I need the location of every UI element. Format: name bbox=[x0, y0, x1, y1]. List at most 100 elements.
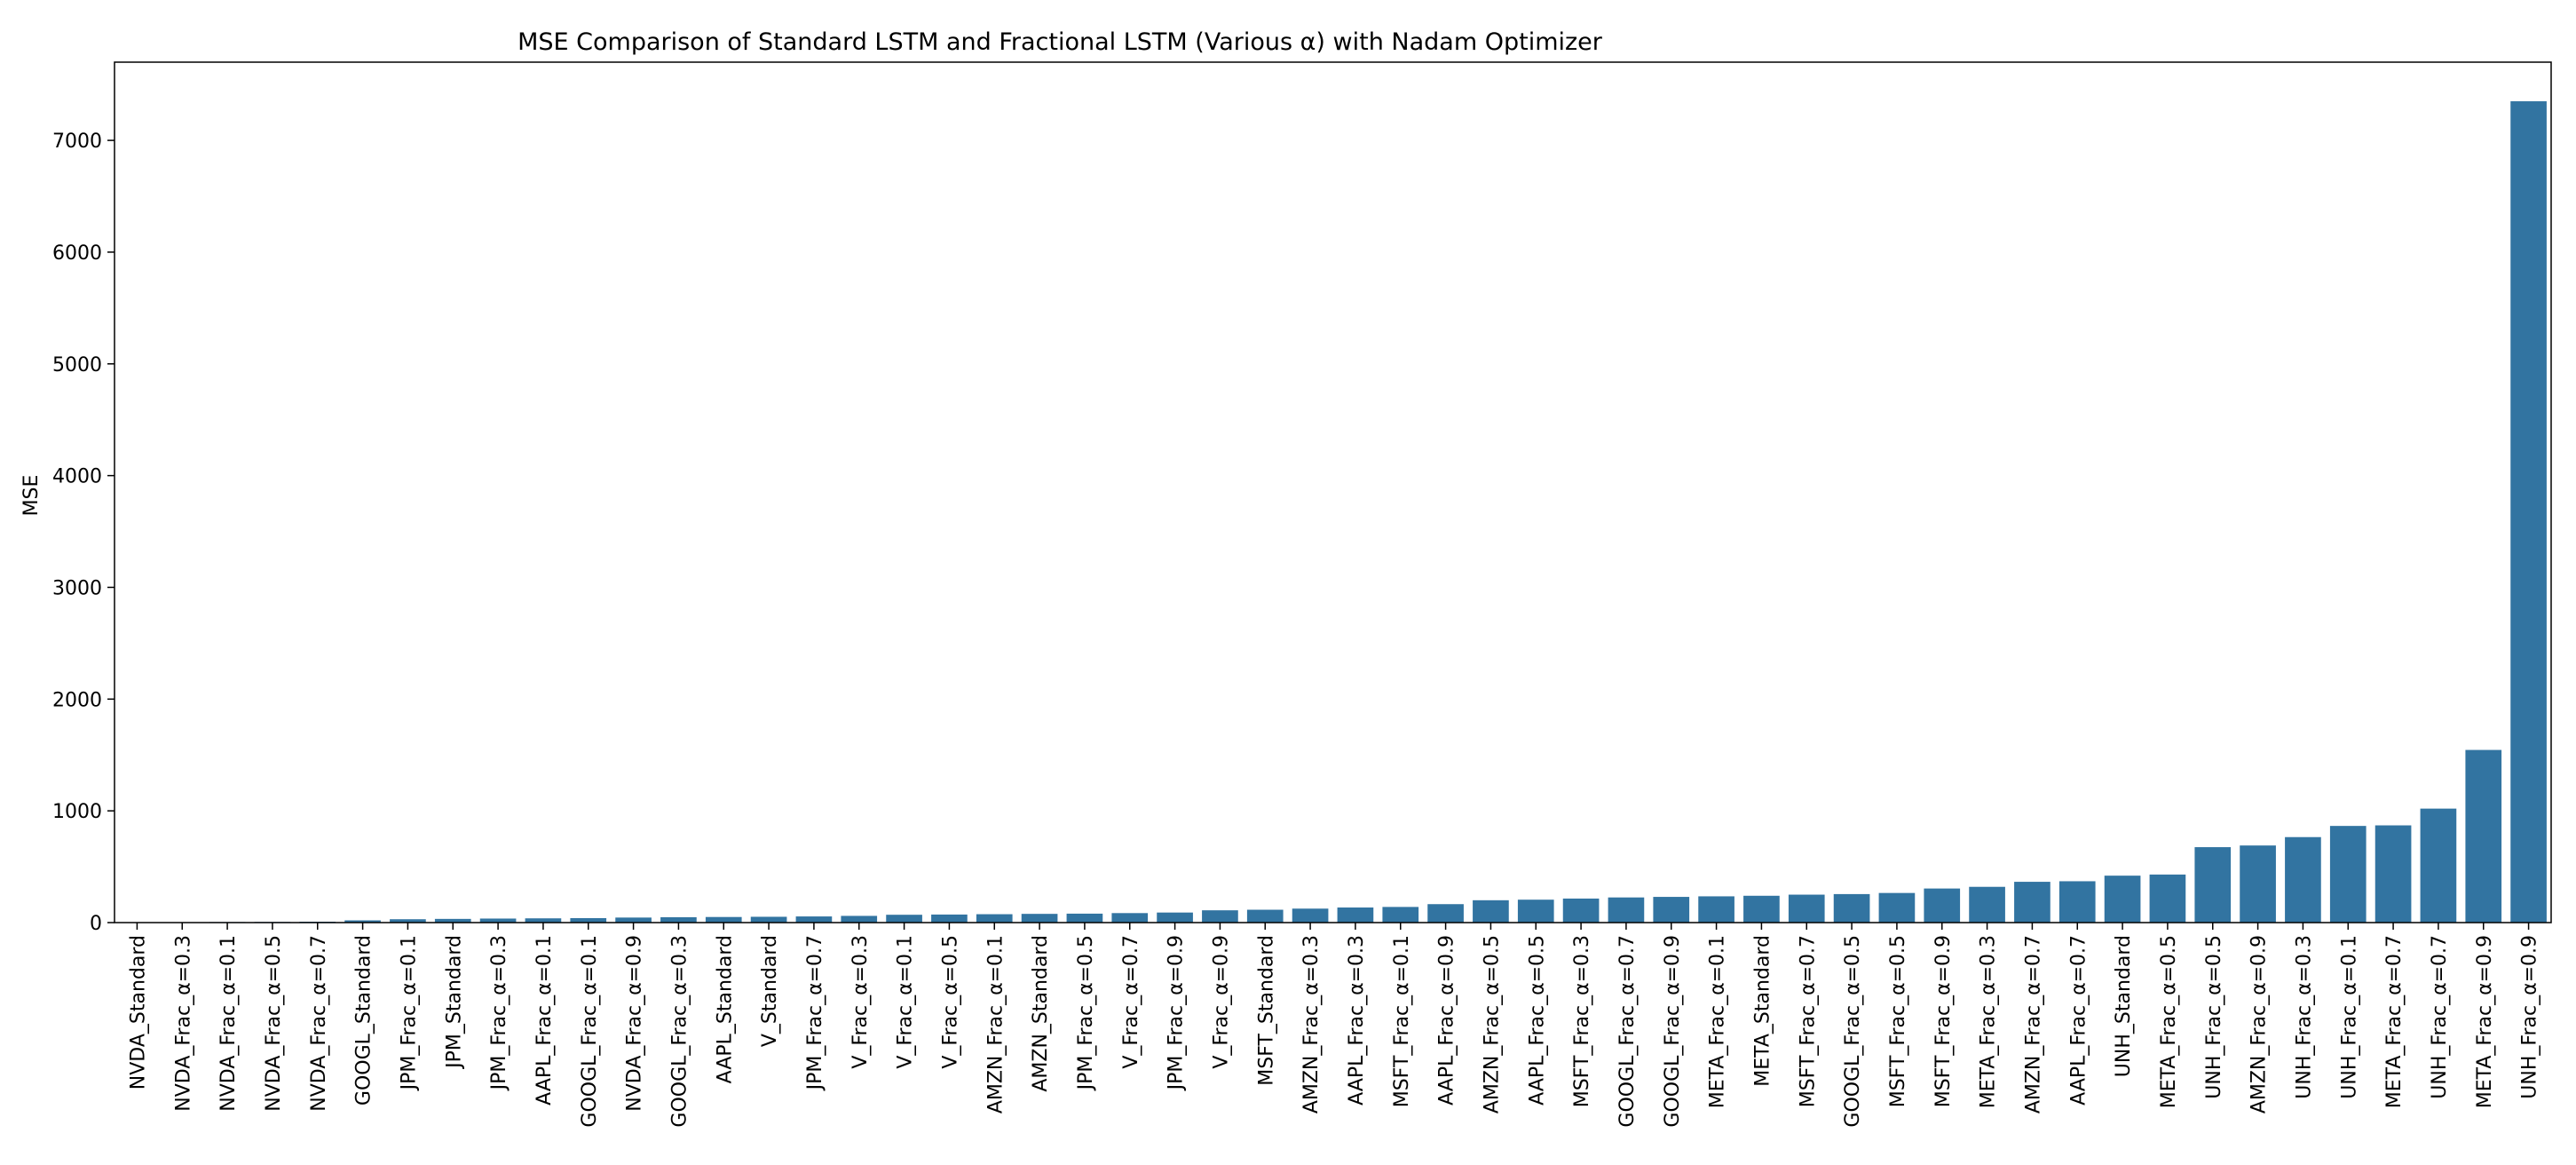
x-tick-label-33: GOOGL_Frac_α=0.7 bbox=[1616, 935, 1639, 1128]
y-ticks-group: 0 1000 2000 3000 4000 5000 6000 7000 bbox=[52, 131, 115, 935]
bar-10 bbox=[570, 917, 607, 923]
x-tick-label-13: AAPL_Standard bbox=[714, 935, 736, 1083]
x-tick-label-46: UNH_Frac_α=0.5 bbox=[2203, 935, 2225, 1099]
bar-18 bbox=[931, 914, 968, 923]
chart-title: MSE Comparison of Standard LSTM and Frac… bbox=[518, 28, 1603, 56]
bar-6 bbox=[390, 919, 426, 923]
bar-28 bbox=[1382, 907, 1419, 923]
x-tick-label-10: GOOGL_Frac_α=0.1 bbox=[579, 935, 601, 1128]
x-tick-label-6: JPM_Frac_α=0.1 bbox=[398, 935, 420, 1091]
x-tick-label-0: NVDA_Standard bbox=[127, 935, 149, 1090]
x-tick-label-43: AAPL_Frac_α=0.7 bbox=[2067, 935, 2090, 1106]
bar-5 bbox=[344, 920, 381, 923]
bar-25 bbox=[1246, 909, 1284, 923]
bar-13 bbox=[705, 916, 742, 923]
x-tick-label-51: UNH_Frac_α=0.7 bbox=[2429, 935, 2451, 1099]
bar-17 bbox=[886, 915, 922, 923]
x-tick-label-44: UNH_Standard bbox=[2113, 935, 2135, 1077]
x-tick-label-53: UNH_Frac_α=0.9 bbox=[2519, 935, 2541, 1099]
bar-16 bbox=[841, 915, 878, 923]
bar-51 bbox=[2420, 808, 2457, 923]
x-tick-label-8: JPM_Frac_α=0.3 bbox=[488, 935, 510, 1091]
bar-12 bbox=[660, 916, 697, 923]
x-tick-label-11: NVDA_Frac_α=0.9 bbox=[624, 935, 646, 1112]
bars-group bbox=[119, 101, 2547, 923]
x-tick-label-5: GOOGL_Standard bbox=[353, 935, 375, 1106]
x-tick-label-4: NVDA_Frac_α=0.7 bbox=[308, 935, 330, 1112]
bar-20 bbox=[1021, 914, 1058, 923]
x-tick-label-28: MSFT_Frac_α=0.1 bbox=[1391, 935, 1413, 1107]
bar-26 bbox=[1292, 908, 1329, 923]
y-tick-label-1: 1000 bbox=[52, 801, 102, 823]
y-tick-label-2: 2000 bbox=[52, 689, 102, 711]
y-tick-label-3: 3000 bbox=[52, 577, 102, 599]
x-tick-label-20: AMZN_Standard bbox=[1030, 935, 1052, 1092]
x-tick-label-17: V_Frac_α=0.1 bbox=[895, 935, 917, 1069]
bar-43 bbox=[2058, 881, 2096, 923]
x-tick-label-49: UNH_Frac_α=0.1 bbox=[2338, 935, 2360, 1099]
bar-8 bbox=[479, 918, 517, 923]
x-tick-label-47: AMZN_Frac_α=0.9 bbox=[2248, 935, 2271, 1113]
x-tick-label-24: V_Frac_α=0.9 bbox=[1210, 935, 1232, 1069]
x-tick-label-48: UNH_Frac_α=0.3 bbox=[2293, 935, 2315, 1099]
y-tick-label-7: 7000 bbox=[52, 131, 102, 153]
plot-frame bbox=[114, 61, 2552, 923]
x-tick-label-37: MSFT_Frac_α=0.7 bbox=[1797, 935, 1819, 1107]
x-tick-label-34: GOOGL_Frac_α=0.9 bbox=[1662, 935, 1684, 1128]
x-tick-label-15: JPM_Frac_α=0.7 bbox=[804, 935, 826, 1091]
x-tick-label-29: AAPL_Frac_α=0.9 bbox=[1436, 935, 1458, 1106]
bar-14 bbox=[750, 916, 787, 923]
x-tick-label-40: MSFT_Frac_α=0.9 bbox=[1932, 935, 1955, 1107]
bar-21 bbox=[1066, 913, 1103, 923]
bar-38 bbox=[1833, 893, 1870, 923]
bar-19 bbox=[976, 914, 1013, 923]
x-tick-label-30: AMZN_Frac_α=0.5 bbox=[1481, 935, 1503, 1113]
bar-45 bbox=[2149, 874, 2186, 923]
bar-15 bbox=[795, 916, 833, 923]
bar-31 bbox=[1517, 900, 1554, 923]
x-tick-label-41: META_Frac_α=0.3 bbox=[1978, 935, 2000, 1108]
x-tick-label-31: AAPL_Frac_α=0.5 bbox=[1526, 935, 1548, 1106]
x-tick-label-52: META_Frac_α=0.9 bbox=[2474, 935, 2496, 1108]
bar-52 bbox=[2465, 749, 2502, 923]
x-tick-label-16: V_Frac_α=0.3 bbox=[849, 935, 872, 1069]
y-tick-label-6: 6000 bbox=[52, 242, 102, 265]
x-tick-label-26: AMZN_Frac_α=0.3 bbox=[1300, 935, 1323, 1113]
x-tick-label-12: GOOGL_Frac_α=0.3 bbox=[668, 935, 691, 1128]
x-tick-label-19: AMZN_Frac_α=0.1 bbox=[984, 935, 1007, 1113]
x-tick-label-18: V_Frac_α=0.5 bbox=[939, 935, 961, 1069]
x-tick-label-21: JPM_Frac_α=0.5 bbox=[1075, 935, 1097, 1091]
bar-42 bbox=[2014, 882, 2051, 923]
bar-23 bbox=[1157, 912, 1193, 923]
y-tick-label-4: 4000 bbox=[52, 466, 102, 488]
x-tick-label-23: JPM_Frac_α=0.9 bbox=[1166, 935, 1188, 1091]
bar-50 bbox=[2375, 825, 2412, 923]
x-tick-label-1: NVDA_Frac_α=0.3 bbox=[172, 935, 194, 1112]
bar-40 bbox=[1924, 888, 1961, 923]
bar-32 bbox=[1562, 898, 1600, 923]
bar-33 bbox=[1608, 897, 1645, 923]
bar-48 bbox=[2285, 836, 2321, 923]
bar-27 bbox=[1337, 907, 1374, 923]
bar-44 bbox=[2104, 876, 2141, 923]
bar-47 bbox=[2240, 845, 2276, 923]
bar-35 bbox=[1698, 896, 1734, 923]
bar-41 bbox=[1969, 886, 2005, 923]
x-tick-label-38: GOOGL_Frac_α=0.5 bbox=[1842, 935, 1864, 1128]
x-tick-label-35: META_Frac_α=0.1 bbox=[1707, 935, 1729, 1108]
x-tick-label-36: META_Standard bbox=[1751, 935, 1774, 1087]
x-tick-label-27: AAPL_Frac_α=0.3 bbox=[1346, 935, 1368, 1106]
x-tick-label-22: V_Frac_α=0.7 bbox=[1120, 935, 1142, 1069]
bar-34 bbox=[1653, 897, 1690, 923]
bar-37 bbox=[1788, 894, 1825, 923]
bar-11 bbox=[615, 917, 652, 923]
x-tick-label-45: META_Frac_α=0.5 bbox=[2158, 935, 2180, 1108]
x-tick-label-14: V_Standard bbox=[759, 935, 781, 1047]
bar-29 bbox=[1427, 904, 1464, 923]
x-tick-label-42: AMZN_Frac_α=0.7 bbox=[2022, 935, 2044, 1113]
y-axis-label: MSE bbox=[20, 475, 43, 517]
bar-36 bbox=[1743, 895, 1780, 923]
bar-22 bbox=[1111, 913, 1149, 923]
x-tick-label-25: MSFT_Standard bbox=[1255, 935, 1277, 1086]
